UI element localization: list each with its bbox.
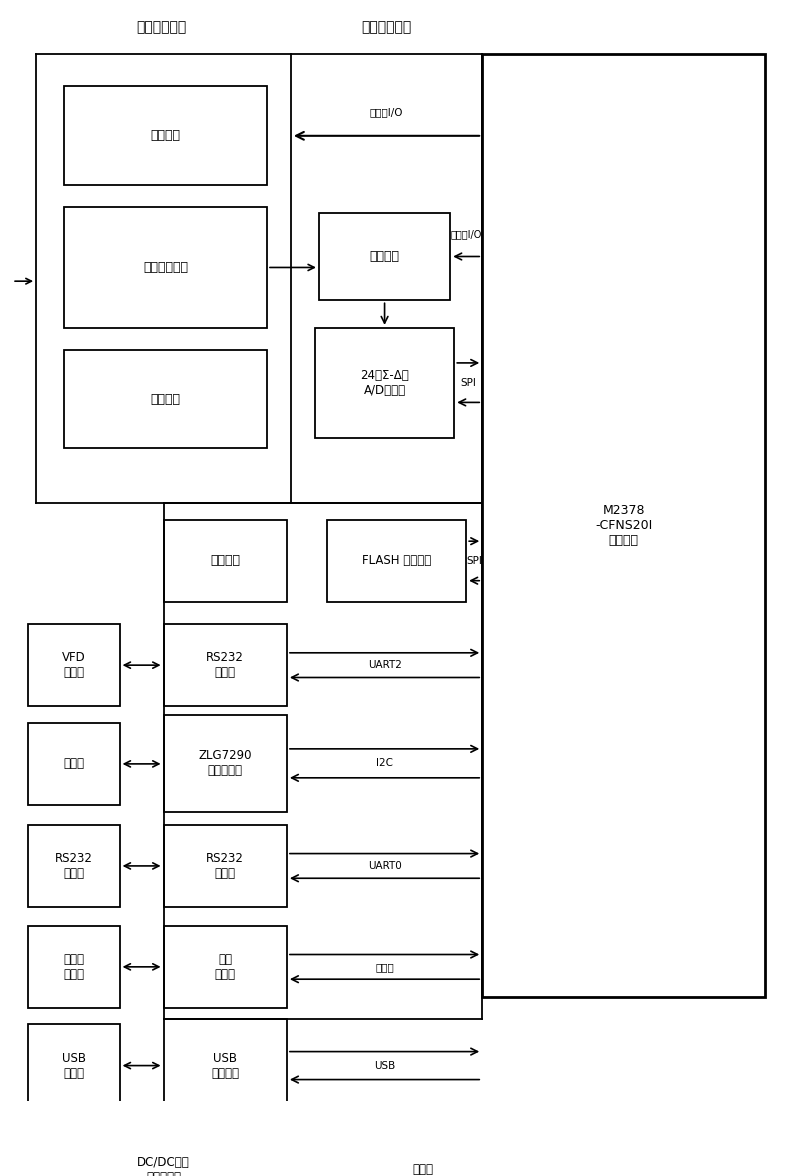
Bar [28,1024,120,1107]
Text: 24位Σ-Δ型
A/D转换器: 24位Σ-Δ型 A/D转换器 [360,368,409,396]
Text: 磁场测量模块: 磁场测量模块 [136,20,187,34]
Bar [482,54,765,997]
Text: 以太网
连接器: 以太网 连接器 [64,953,85,981]
Bar [28,723,120,806]
Bar [64,87,267,185]
Bar [163,715,287,811]
Text: VFD
显示屏: VFD 显示屏 [62,652,86,680]
Text: ZLG7290
键盘控制器: ZLG7290 键盘控制器 [199,749,252,777]
Bar [163,824,287,907]
Text: RS232
连接器: RS232 连接器 [55,851,93,880]
Text: 以太网: 以太网 [375,962,394,971]
Text: 激励电路: 激励电路 [151,129,180,142]
Text: USB: USB [374,1061,395,1070]
Text: SPI: SPI [460,377,477,388]
Text: 网络
变压器: 网络 变压器 [215,953,236,981]
Bar [96,1123,231,1176]
Text: 控制器I/O: 控制器I/O [451,229,482,240]
Bar [335,1123,510,1176]
Text: M2378
-CFNS20I
工控模块: M2378 -CFNS20I 工控模块 [595,503,652,547]
Text: USB
外围电路: USB 外围电路 [211,1051,239,1080]
Bar [315,328,454,437]
Text: 时钟电路: 时钟电路 [210,554,240,568]
Text: SPI: SPI [466,556,482,566]
Bar [64,349,267,448]
Bar [28,624,120,707]
Text: DC/DC变换
及稳压模块: DC/DC变换 及稳压模块 [137,1156,190,1176]
Text: UART2: UART2 [368,660,402,670]
Bar [28,926,120,1008]
Bar [163,926,287,1008]
Bar [163,520,287,602]
Bar [319,213,450,300]
Text: 信号测量电路: 信号测量电路 [143,261,188,274]
Text: FLASH 存储芯片: FLASH 存储芯片 [362,554,431,568]
Text: 键　盘: 键 盘 [64,757,85,770]
Bar [163,1018,287,1112]
Text: 控制器I/O: 控制器I/O [369,107,403,116]
Text: 采集控制模块: 采集控制模块 [361,20,411,34]
Text: 校准电路: 校准电路 [151,393,180,406]
Text: UART0: UART0 [368,861,402,871]
Text: USB
连接器: USB 连接器 [62,1051,86,1080]
Text: 锂电池: 锂电池 [412,1163,433,1176]
Text: RS232
转换器: RS232 转换器 [206,652,244,680]
Text: RS232
转换器: RS232 转换器 [206,851,244,880]
Text: 多路开关: 多路开关 [369,250,399,263]
Bar [163,624,287,707]
Bar [327,520,466,602]
Bar [64,207,267,328]
Bar [28,824,120,907]
Text: I2C: I2C [376,759,393,768]
